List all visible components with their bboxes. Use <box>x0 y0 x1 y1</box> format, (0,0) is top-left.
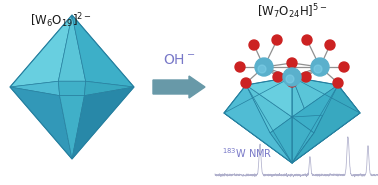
Polygon shape <box>60 96 84 159</box>
Polygon shape <box>292 85 360 117</box>
Polygon shape <box>292 113 360 163</box>
Polygon shape <box>292 77 338 133</box>
Circle shape <box>325 40 335 50</box>
Polygon shape <box>224 85 292 163</box>
Text: $[\mathregular{W_6O_{19}}]^{2-}$: $[\mathregular{W_6O_{19}}]^{2-}$ <box>30 11 92 30</box>
Polygon shape <box>224 113 292 163</box>
Circle shape <box>286 75 294 83</box>
Circle shape <box>283 68 301 86</box>
Circle shape <box>272 35 282 45</box>
Circle shape <box>333 78 343 88</box>
Text: $[\mathregular{W_7O_{24}H}]^{5-}$: $[\mathregular{W_7O_{24}H}]^{5-}$ <box>257 2 327 21</box>
Polygon shape <box>292 77 314 133</box>
Polygon shape <box>58 15 86 81</box>
Text: $\mathregular{OH^-}$: $\mathregular{OH^-}$ <box>163 53 195 67</box>
Polygon shape <box>224 85 270 133</box>
Circle shape <box>273 72 283 82</box>
Circle shape <box>302 35 312 45</box>
Polygon shape <box>72 87 134 159</box>
Polygon shape <box>292 85 360 163</box>
Polygon shape <box>84 81 134 96</box>
Polygon shape <box>58 81 86 96</box>
Circle shape <box>258 65 266 73</box>
Circle shape <box>287 58 297 68</box>
Polygon shape <box>224 113 360 163</box>
Circle shape <box>235 62 245 72</box>
FancyArrow shape <box>153 76 205 98</box>
Circle shape <box>287 77 297 87</box>
Polygon shape <box>10 15 72 87</box>
Polygon shape <box>314 85 360 133</box>
Circle shape <box>255 58 273 76</box>
Polygon shape <box>292 117 314 163</box>
Polygon shape <box>246 77 292 117</box>
Text: $^{183}$W NMR: $^{183}$W NMR <box>222 146 273 160</box>
Polygon shape <box>292 85 338 133</box>
Circle shape <box>249 40 259 50</box>
Polygon shape <box>246 85 292 133</box>
Circle shape <box>311 58 329 76</box>
Circle shape <box>339 62 349 72</box>
Circle shape <box>241 78 251 88</box>
Polygon shape <box>10 81 60 96</box>
Circle shape <box>314 65 322 73</box>
Circle shape <box>301 72 311 82</box>
Polygon shape <box>10 87 72 159</box>
Polygon shape <box>270 117 292 163</box>
Polygon shape <box>72 15 134 87</box>
